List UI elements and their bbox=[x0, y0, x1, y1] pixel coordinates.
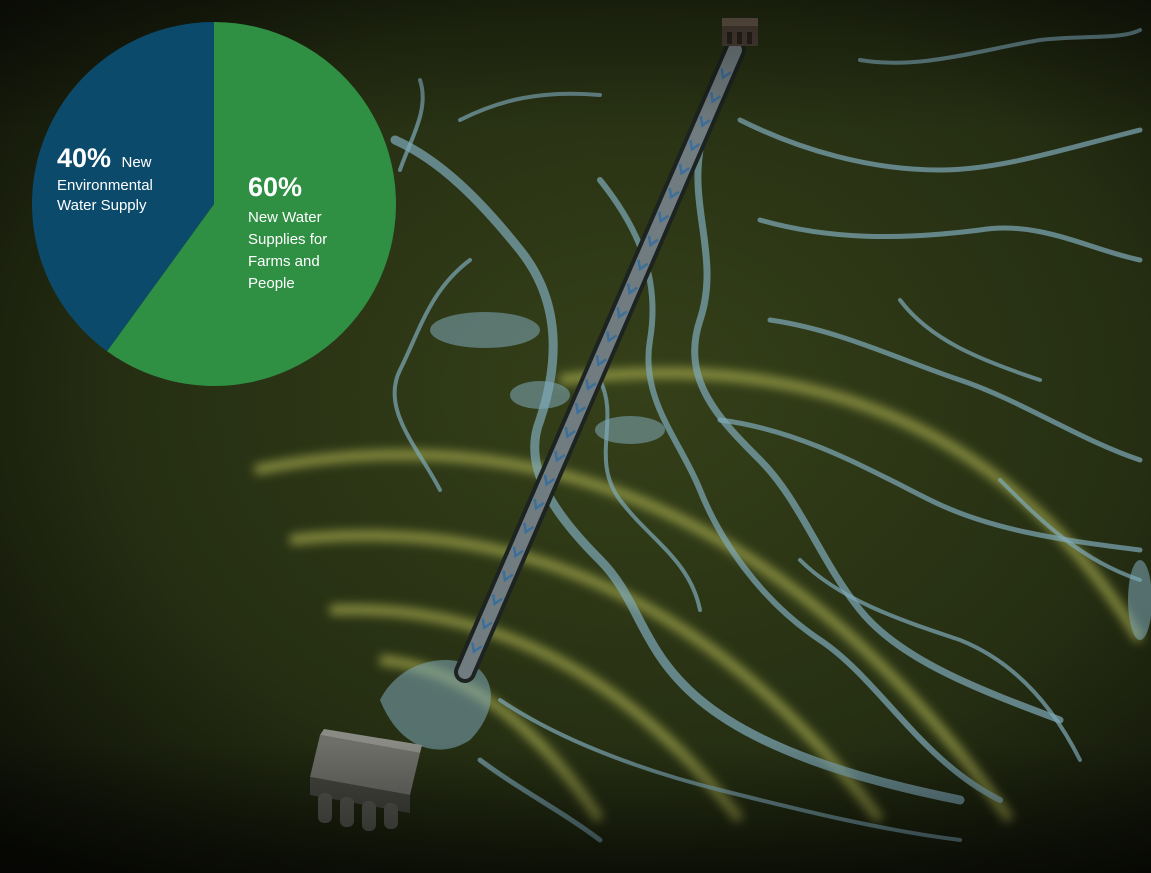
slice-label-line-1-farms-people: New Water bbox=[248, 209, 322, 226]
slice-label-line-1-environmental: New bbox=[122, 154, 152, 171]
svg-text:40% New: 40% New bbox=[57, 143, 152, 173]
water-supply-pie-chart: 40% New Environmental Water Supply 60% N… bbox=[32, 22, 397, 387]
slice-label-environmental: 40% New Environmental Water Supply bbox=[57, 143, 153, 214]
pie-slice-environmental bbox=[32, 22, 214, 352]
slice-percent-environmental: 40% bbox=[57, 143, 111, 173]
slice-label-line-3-environmental: Water Supply bbox=[57, 197, 147, 214]
slice-label-line-2-environmental: Environmental bbox=[57, 177, 153, 194]
slice-label-line-2-farms-people: Supplies for bbox=[248, 231, 327, 248]
slice-label-farms-people: 60% New Water Supplies for Farms and Peo… bbox=[248, 172, 327, 292]
slice-percent-farms-people: 60% bbox=[248, 172, 302, 202]
pie-slices bbox=[32, 22, 397, 387]
slice-label-line-3-farms-people: Farms and bbox=[248, 253, 320, 270]
pie-slice-farms-people bbox=[107, 22, 397, 387]
slice-label-line-4-farms-people: People bbox=[248, 275, 295, 292]
